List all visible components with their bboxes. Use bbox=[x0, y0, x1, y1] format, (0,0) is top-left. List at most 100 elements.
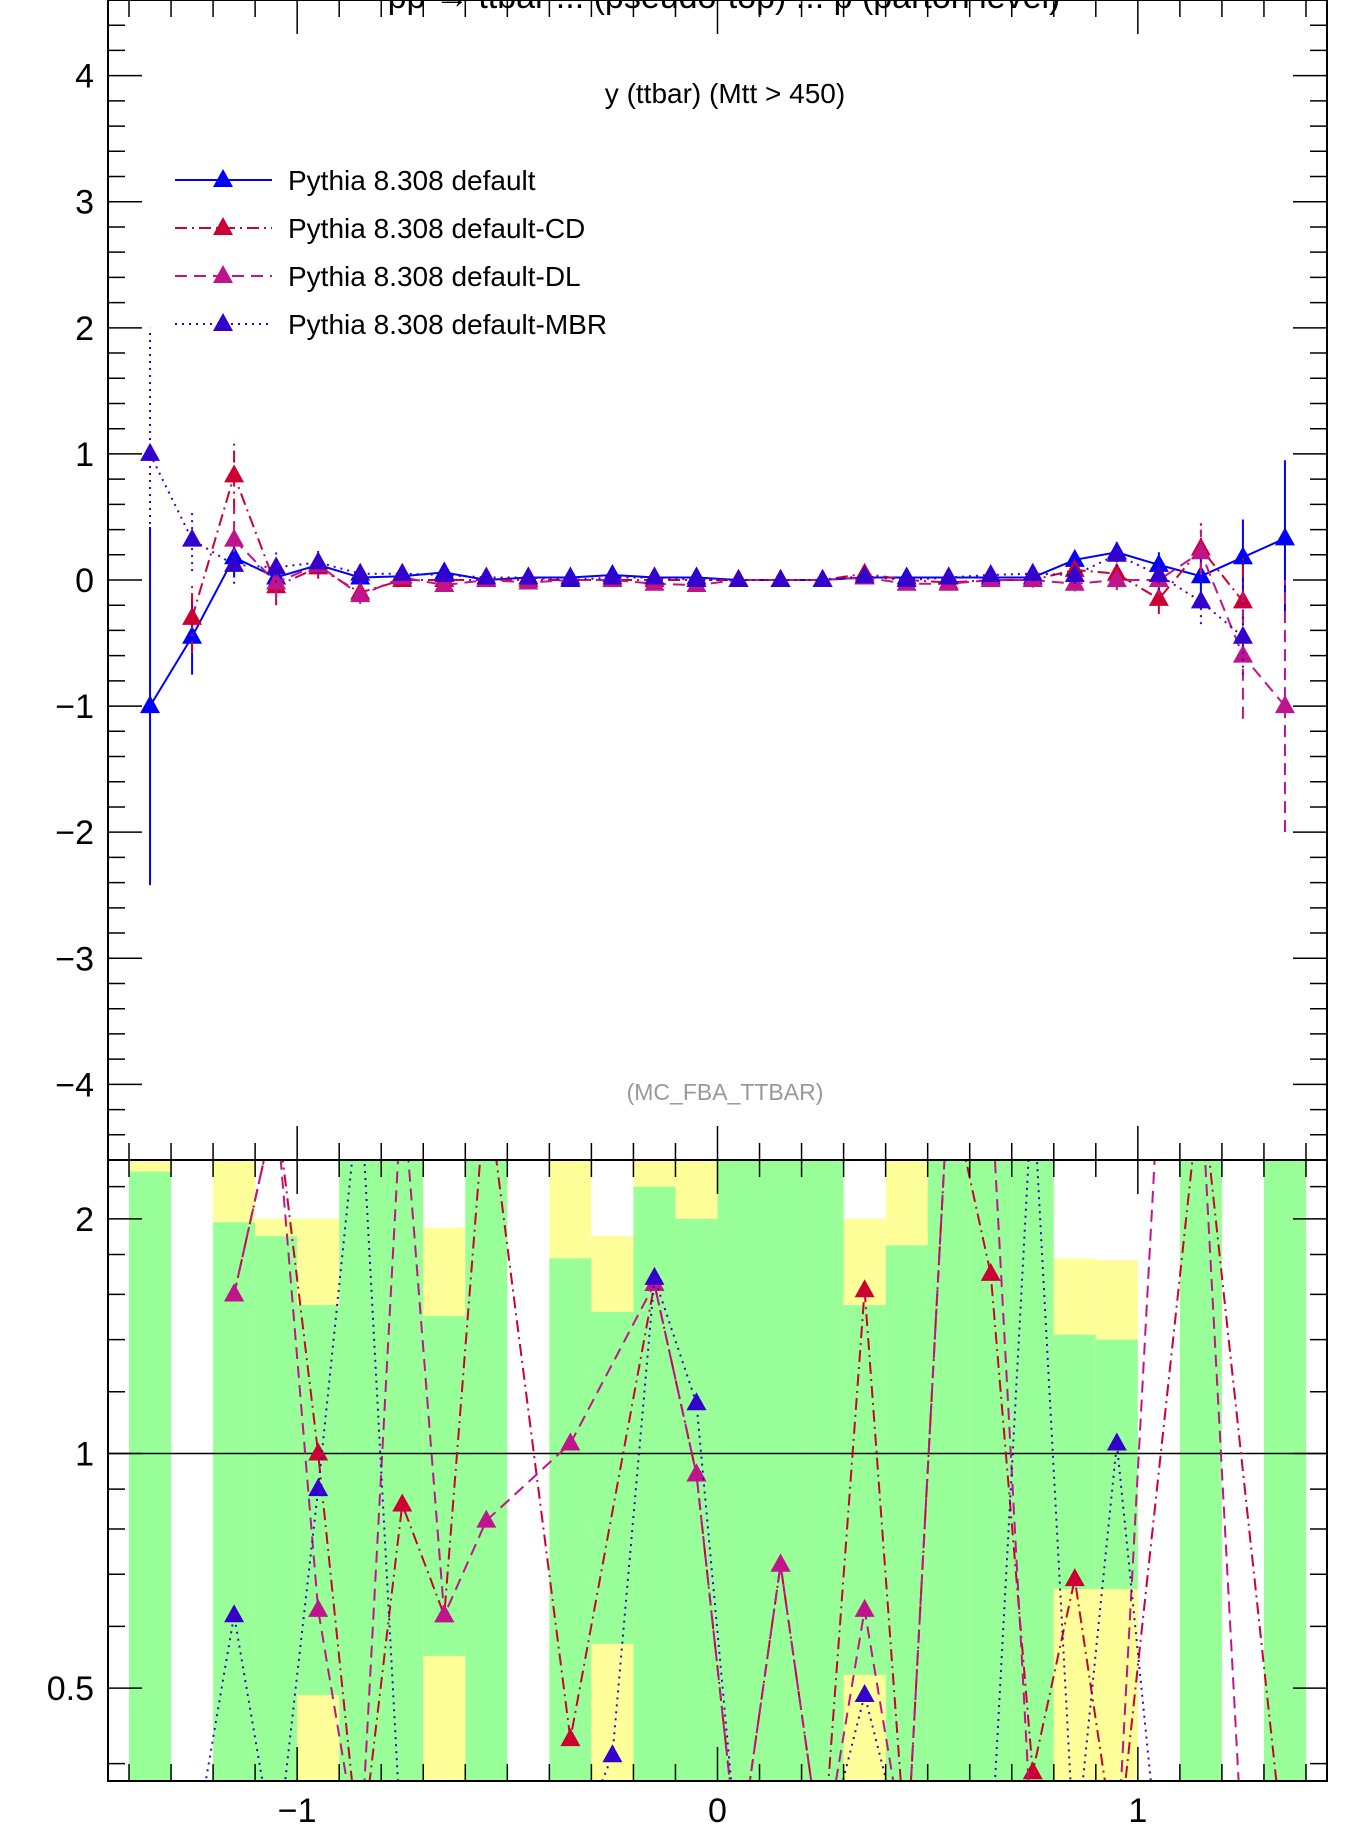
data-point bbox=[1190, 590, 1211, 609]
ratio-point bbox=[476, 1509, 497, 1528]
legend-label: Pythia 8.308 default bbox=[288, 165, 536, 196]
legend-label: Pythia 8.308 default-CD bbox=[288, 213, 585, 244]
data-point bbox=[350, 562, 371, 581]
inner-band bbox=[801, 1160, 844, 1781]
data-point bbox=[308, 551, 329, 570]
legend-marker bbox=[213, 265, 233, 283]
ratio-point bbox=[854, 1683, 875, 1702]
ratio-series-2 bbox=[224, 1160, 1240, 1781]
top-axes: −4 −3 −2 −1 0 1 2 3 4 bbox=[55, 0, 1327, 1161]
data-point bbox=[350, 584, 371, 603]
data-point bbox=[1232, 625, 1253, 644]
data-point bbox=[476, 566, 497, 585]
data-point bbox=[980, 563, 1001, 582]
data-point bbox=[602, 566, 623, 585]
series-line bbox=[149, 537, 1286, 707]
ratio-y-tick-label: 1 bbox=[75, 1435, 94, 1473]
y-tick-label: 0 bbox=[75, 562, 94, 600]
data-point bbox=[392, 562, 413, 581]
ratio-point bbox=[392, 1493, 413, 1512]
ratio-point bbox=[644, 1266, 665, 1285]
data-point bbox=[434, 563, 455, 582]
data-point bbox=[1232, 644, 1253, 663]
ratio-series-3 bbox=[204, 1160, 1152, 1781]
ratio-point bbox=[308, 1478, 329, 1497]
ratio-point bbox=[434, 1604, 455, 1623]
data-point bbox=[1274, 695, 1295, 714]
ratio-y-tick-label: 0.5 bbox=[47, 1670, 94, 1708]
data-point bbox=[182, 528, 203, 547]
ratio-point bbox=[224, 1283, 245, 1302]
data-point bbox=[854, 565, 875, 584]
top-plot-area bbox=[140, 327, 1295, 886]
ratio-point bbox=[1106, 1432, 1127, 1451]
data-point bbox=[518, 566, 539, 585]
inner-band bbox=[969, 1160, 1012, 1781]
series-line bbox=[233, 538, 1286, 707]
data-point bbox=[1064, 563, 1085, 582]
inner-band bbox=[549, 1258, 592, 1781]
data-point bbox=[728, 569, 749, 587]
data-point bbox=[1106, 569, 1127, 587]
data-point bbox=[812, 569, 833, 587]
ratio-axes: 0.5 1 2 −1 0 1 bbox=[47, 1160, 1327, 1829]
outer-band-low bbox=[423, 1655, 466, 1781]
ratio-point bbox=[308, 1598, 329, 1617]
data-point bbox=[560, 569, 581, 587]
data-point bbox=[224, 553, 245, 572]
ratio-point bbox=[854, 1598, 875, 1617]
inner-band bbox=[927, 1160, 970, 1781]
x-tick-label: 0 bbox=[708, 1792, 727, 1829]
data-point bbox=[266, 556, 287, 575]
data-point bbox=[1148, 587, 1169, 606]
inner-band bbox=[1263, 1160, 1306, 1781]
legend: Pythia 8.308 default Pythia 8.308 default… bbox=[175, 165, 607, 340]
outer-band-low bbox=[1095, 1589, 1138, 1781]
data-point bbox=[1190, 541, 1211, 560]
ratio-y-tick-label: 2 bbox=[75, 1201, 94, 1239]
ratio-plot-area bbox=[108, 1160, 1327, 1781]
y-tick-label: 1 bbox=[75, 436, 94, 474]
ratio-point bbox=[770, 1553, 791, 1572]
data-point bbox=[140, 442, 161, 461]
data-point bbox=[770, 569, 791, 587]
y-tick-label: 2 bbox=[75, 310, 94, 348]
series-1 bbox=[182, 440, 1253, 654]
legend-label: Pythia 8.308 default-DL bbox=[288, 261, 581, 292]
data-point bbox=[644, 566, 665, 585]
legend-label: Pythia 8.308 default-MBR bbox=[288, 309, 607, 340]
data-point bbox=[938, 566, 959, 585]
data-point bbox=[1064, 548, 1085, 567]
inner-band bbox=[885, 1245, 928, 1781]
inner-band bbox=[465, 1160, 508, 1781]
data-point bbox=[1148, 553, 1169, 572]
inner-band bbox=[339, 1160, 382, 1781]
data-point bbox=[1022, 562, 1043, 581]
ratio-panel: 0.5 1 2 −1 0 1 bbox=[47, 1159, 1328, 1829]
inner-band bbox=[213, 1222, 256, 1781]
inner-band bbox=[129, 1171, 172, 1781]
data-point bbox=[1106, 543, 1127, 562]
y-tick-label: −2 bbox=[55, 814, 94, 852]
data-point bbox=[434, 574, 455, 593]
data-point bbox=[686, 569, 707, 587]
ratio-point bbox=[1064, 1568, 1085, 1587]
inner-band bbox=[1179, 1160, 1222, 1781]
series-line bbox=[149, 453, 1244, 638]
ratio-point bbox=[560, 1432, 581, 1451]
ratio-point bbox=[854, 1279, 875, 1298]
data-point bbox=[1232, 546, 1253, 565]
inner-band bbox=[717, 1160, 760, 1781]
series-3 bbox=[140, 327, 1253, 675]
series-line bbox=[191, 472, 1244, 619]
series-0 bbox=[140, 460, 1295, 886]
watermark: (MC_FBA_TTBAR) bbox=[627, 1079, 824, 1105]
y-tick-label: −4 bbox=[55, 1066, 94, 1104]
data-point bbox=[1274, 527, 1295, 546]
ratio-uncertainty-bands bbox=[129, 1160, 1306, 1781]
legend-marker bbox=[213, 217, 233, 235]
ratio-point bbox=[308, 1442, 329, 1461]
outer-band-low bbox=[1053, 1589, 1096, 1781]
y-tick-label: −1 bbox=[55, 688, 94, 726]
